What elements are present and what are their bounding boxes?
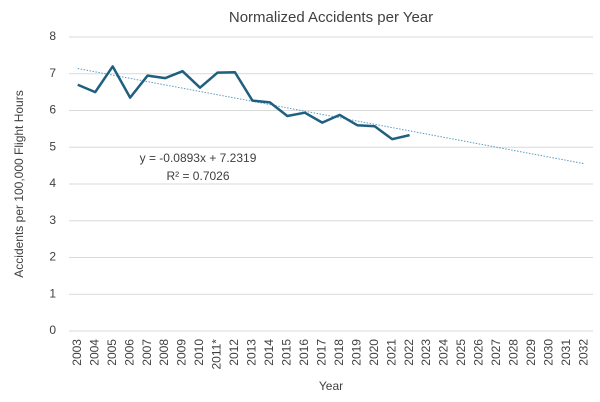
x-tick-label: 2032 — [576, 339, 590, 366]
x-tick-label: 2007 — [140, 339, 154, 366]
x-tick-label: 2021 — [384, 339, 398, 366]
x-tick-label: 2023 — [419, 339, 433, 366]
x-axis-title: Year — [319, 379, 343, 393]
x-tick-label: 2006 — [122, 339, 136, 366]
x-tick-label: 2003 — [70, 339, 84, 366]
x-tick-label: 2010 — [192, 339, 206, 366]
y-tick-label: 7 — [49, 66, 56, 80]
series-line — [77, 65, 410, 141]
y-tick-label: 8 — [49, 29, 56, 43]
x-tick-label: 2017 — [314, 339, 328, 366]
trendline-equation: y = -0.0893x + 7.2319 — [140, 151, 257, 165]
x-tick-label: 2026 — [472, 339, 486, 366]
x-tick-label: 2027 — [489, 339, 503, 366]
trendline — [77, 68, 585, 165]
trendline-r2: R² = 0.7026 — [166, 169, 229, 183]
x-tick-label: 2019 — [349, 339, 363, 366]
x-tick-label: 2020 — [367, 339, 381, 366]
x-tick-label: 2015 — [280, 339, 294, 366]
x-tick-label: 2008 — [157, 339, 171, 366]
x-tick-label: 2016 — [297, 339, 311, 366]
x-tick-label: 2009 — [175, 339, 189, 366]
chart-title: Normalized Accidents per Year — [229, 9, 433, 26]
y-tick-label: 3 — [49, 213, 56, 227]
x-tick-label: 2030 — [542, 339, 556, 366]
x-tick-label: 2029 — [524, 339, 538, 366]
y-axis-title: Accidents per 100,000 Flight Hours — [12, 90, 26, 277]
y-tick-label: 0 — [49, 323, 56, 337]
x-tick-label: 2004 — [87, 339, 101, 366]
x-tick-label: 2012 — [227, 339, 241, 366]
y-tick-label: 2 — [49, 250, 56, 264]
x-tick-label: 2028 — [507, 339, 521, 366]
y-tick-label: 4 — [49, 176, 56, 190]
x-tick-label: 2011* — [210, 339, 224, 370]
y-tick-label: 5 — [49, 139, 56, 153]
y-tick-label: 6 — [49, 103, 56, 117]
x-tick-label: 2025 — [454, 339, 468, 366]
x-tick-label: 2005 — [105, 339, 119, 366]
x-tick-label: 2024 — [437, 339, 451, 366]
y-tick-label: 1 — [49, 286, 56, 300]
x-tick-label: 2014 — [262, 339, 276, 366]
x-tick-label: 2013 — [245, 339, 259, 366]
x-tick-label: 2031 — [559, 339, 573, 366]
x-tick-label: 2022 — [402, 339, 416, 366]
x-tick-label: 2018 — [332, 339, 346, 366]
